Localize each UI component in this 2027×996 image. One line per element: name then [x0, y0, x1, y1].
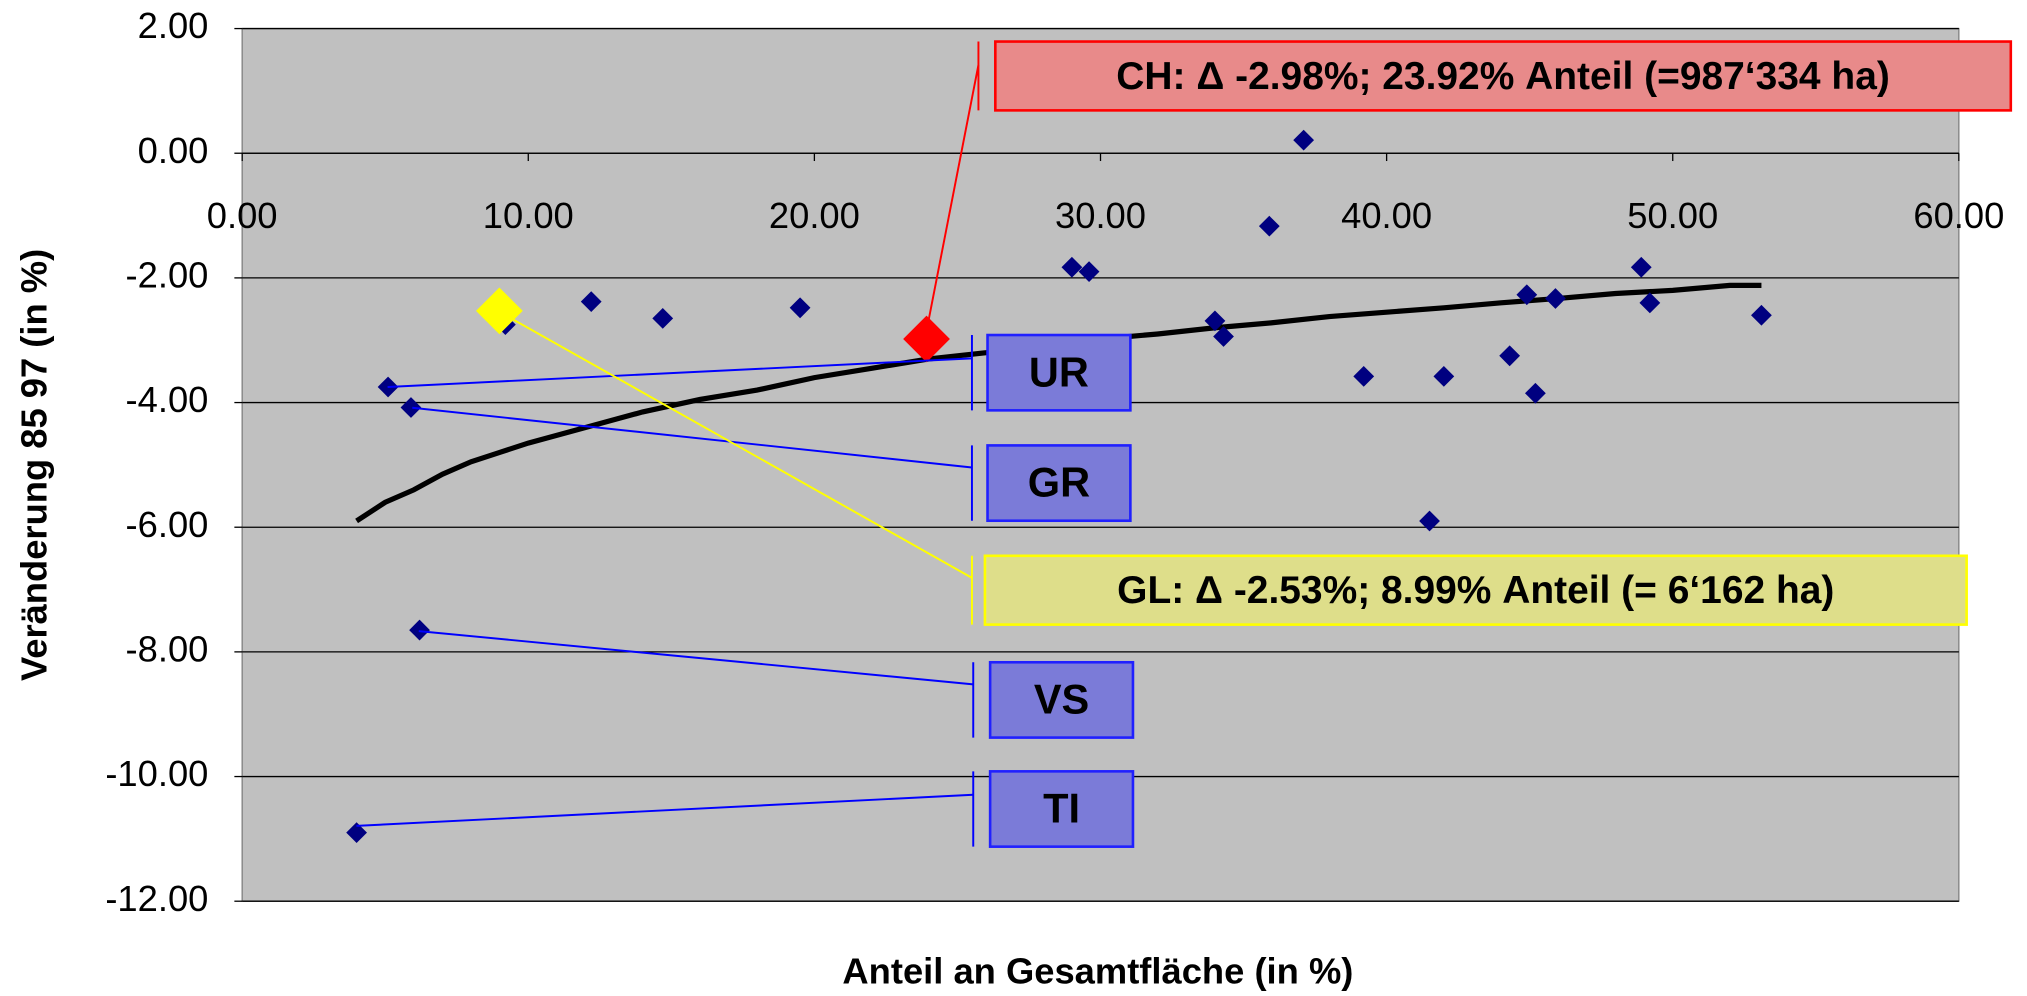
x-tick-label: 30.00 [1055, 195, 1146, 236]
leader-line [356, 793, 974, 827]
data-point [400, 397, 422, 418]
x-tick-label: 20.00 [769, 195, 860, 236]
x-tick-label: 40.00 [1341, 195, 1432, 236]
data-point [1499, 345, 1521, 367]
x-tick-label: 10.00 [483, 195, 574, 236]
annotation-box [988, 660, 1135, 739]
y-tick-label: 0.00 [138, 130, 209, 171]
annotation-box [983, 554, 1968, 626]
data-point [1525, 382, 1546, 404]
annotation-box [988, 770, 1135, 848]
data-point [1639, 292, 1661, 314]
leader-line [418, 630, 974, 686]
data-point [1545, 288, 1566, 309]
annotation-box [994, 40, 2013, 112]
data-point [409, 619, 430, 641]
data-point [1061, 256, 1083, 278]
annotation-label: VS [1034, 675, 1089, 722]
annotation-label: GL: Δ -2.53%; 8.99% Anteil (= 6‘162 ha) [1117, 569, 1834, 612]
annotation-label: UR [1029, 348, 1089, 395]
data-point [1751, 304, 1772, 326]
annotation-label: GR [1028, 459, 1090, 506]
annotation-label: TI [1043, 785, 1080, 832]
x-tick-label: 50.00 [1627, 195, 1718, 236]
y-tick-label: -12.00 [105, 878, 208, 919]
data-point [1204, 310, 1226, 332]
data-point [1258, 215, 1280, 237]
y-axis-title: Veränderung 85 97 (in %) [14, 249, 55, 681]
annotation-box [986, 444, 1132, 523]
data-point [789, 297, 811, 319]
data-point [1516, 284, 1538, 306]
y-tick-label: 2.00 [138, 5, 209, 46]
data-point [580, 291, 602, 312]
trend-line [355, 282, 1762, 524]
leader-line [498, 310, 973, 579]
annotation-label: CH: Δ -2.98%; 23.92% Anteil (=987‘334 ha… [1116, 55, 1890, 98]
data-point [475, 287, 523, 335]
y-tick-label: -8.00 [126, 628, 209, 669]
leader-line [387, 357, 972, 388]
annotation-box [986, 333, 1132, 412]
y-tick-label: -2.00 [126, 255, 209, 296]
x-tick-label: 60.00 [1913, 195, 2004, 236]
data-point [903, 315, 950, 363]
data-point [1353, 365, 1375, 387]
data-point [346, 822, 367, 844]
x-tick-label: 0.00 [207, 195, 278, 236]
leader-line [924, 64, 980, 338]
leader-line [412, 406, 973, 469]
y-tick-label: -10.00 [105, 753, 208, 794]
x-axis-title: Anteil an Gesamtfläche (in %) [842, 951, 1353, 992]
y-tick-label: -4.00 [126, 379, 209, 420]
y-tick-label: -6.00 [126, 504, 209, 545]
data-point [1630, 256, 1652, 278]
data-point [652, 308, 674, 329]
